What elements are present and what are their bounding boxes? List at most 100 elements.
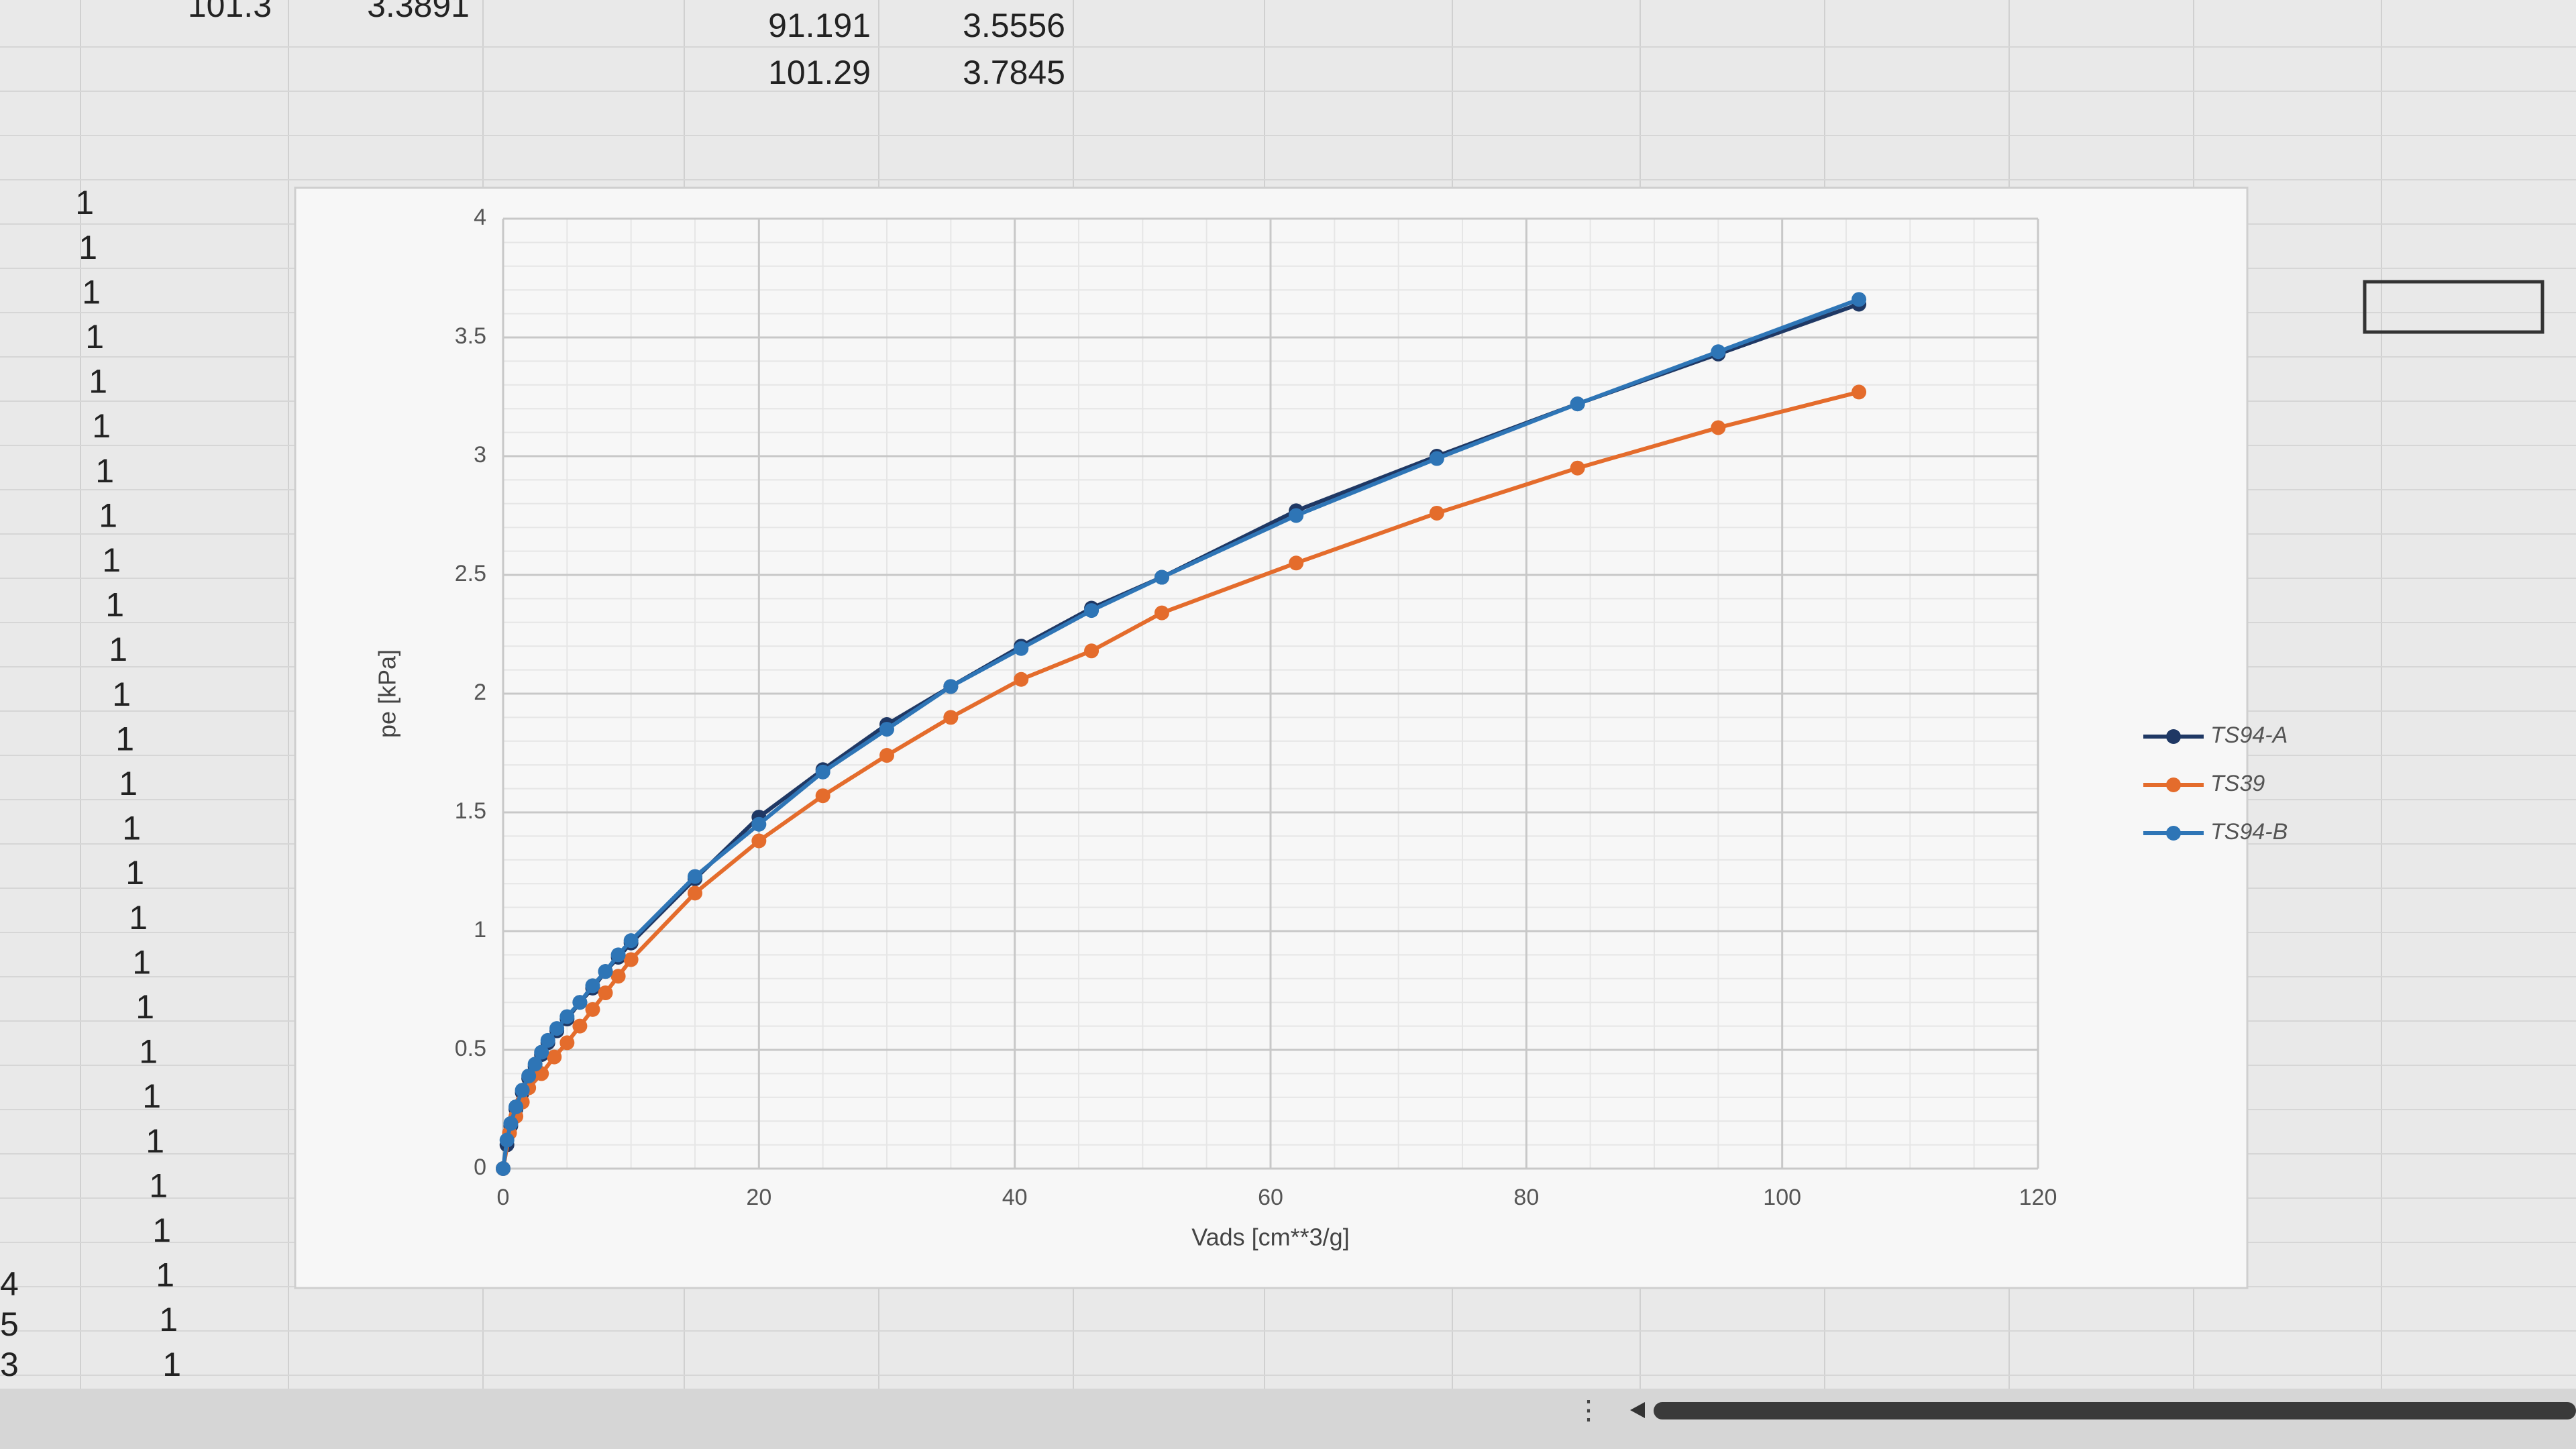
y-tick-label: 3 xyxy=(474,442,486,468)
cell-value: 1 xyxy=(152,1212,171,1249)
cell-value: 5 xyxy=(0,1305,19,1343)
legend-marker xyxy=(2166,777,2181,792)
data-point xyxy=(1851,384,1867,400)
data-point xyxy=(688,885,702,901)
data-point xyxy=(508,1099,524,1114)
chart: 0 20 40 60 80 100 120 0 0.5 1 1.5 2 2.5 3 3.5 4 Vads [cm… xyxy=(374,205,2288,1251)
data-point xyxy=(598,985,613,1001)
cell-value: 1 xyxy=(119,765,138,802)
data-point xyxy=(1429,505,1444,521)
cell-value: 1 xyxy=(105,586,124,624)
data-point xyxy=(943,679,959,694)
cell-value: 3.5556 xyxy=(963,7,1065,44)
cell-value: 4 xyxy=(0,1265,19,1303)
cell-value: 1 xyxy=(125,854,144,892)
data-point xyxy=(1570,460,1585,476)
legend-label: TS39 xyxy=(2210,771,2265,796)
data-point xyxy=(515,1083,530,1098)
data-point xyxy=(496,1161,511,1176)
data-point xyxy=(815,764,830,780)
scrollbar-thumb[interactable] xyxy=(1654,1402,2576,1419)
data-point xyxy=(549,1021,565,1036)
data-point xyxy=(610,969,626,984)
data-point xyxy=(879,722,894,737)
data-point xyxy=(1711,420,1726,435)
x-tick-label: 40 xyxy=(1002,1185,1028,1210)
data-point xyxy=(540,1032,555,1048)
cell-value: 1 xyxy=(102,541,121,579)
cell-value: 1 xyxy=(139,1033,158,1071)
data-point xyxy=(559,1035,575,1051)
data-point xyxy=(623,933,639,949)
cell-value: 1 xyxy=(162,1346,181,1383)
y-tick-label: 3.5 xyxy=(455,323,486,349)
legend-label: TS94-B xyxy=(2210,819,2288,845)
data-point xyxy=(559,1009,575,1024)
cell-value: 3.3891 xyxy=(367,0,470,24)
y-tick-label: 4 xyxy=(474,205,486,230)
menu-dots[interactable]: ⋮ xyxy=(1575,1396,1602,1426)
scroll-left[interactable] xyxy=(1630,1402,1645,1418)
y-tick-label: 2.5 xyxy=(455,561,486,586)
cell-value: 1 xyxy=(75,184,94,221)
x-tick-label: 80 xyxy=(1513,1185,1539,1210)
cell-value: 1 xyxy=(146,1122,164,1160)
data-point xyxy=(527,1057,543,1072)
cell-value: 1 xyxy=(132,943,151,981)
y-tick-label: 1.5 xyxy=(455,798,486,824)
y-tick-label: 0 xyxy=(474,1155,486,1180)
y-tick-label: 0.5 xyxy=(455,1036,486,1061)
cell-value: 1 xyxy=(142,1077,161,1115)
cell-value: 91.191 xyxy=(768,7,871,44)
x-tick-label: 100 xyxy=(1763,1185,1801,1210)
data-point xyxy=(521,1068,537,1083)
cell-value: 1 xyxy=(122,810,141,847)
cell-value: 1 xyxy=(109,631,127,668)
cell-value: 1 xyxy=(99,496,117,534)
cell-value: 1 xyxy=(82,273,101,311)
x-axis-label: Vads [cm**3/g] xyxy=(1191,1224,1349,1251)
x-tick-label: 120 xyxy=(2019,1185,2057,1210)
cell-value: 1 xyxy=(129,899,148,936)
cell-value: 101.3 xyxy=(188,0,272,24)
cell-value: 1 xyxy=(136,988,154,1026)
data-point xyxy=(572,995,588,1010)
data-point xyxy=(1014,641,1029,656)
data-point xyxy=(1014,672,1029,687)
y-tick-label: 2 xyxy=(474,680,486,705)
y-tick-label: 1 xyxy=(474,917,486,943)
data-point xyxy=(547,1049,562,1065)
x-tick-label: 20 xyxy=(746,1185,771,1210)
data-point xyxy=(1570,396,1585,412)
cell-value: 101.29 xyxy=(768,54,871,91)
cell-value: 1 xyxy=(112,676,131,713)
data-point xyxy=(503,1116,519,1131)
data-point xyxy=(1154,570,1169,585)
data-point xyxy=(751,833,767,849)
data-point xyxy=(1289,555,1304,571)
data-point xyxy=(1851,292,1867,307)
data-point xyxy=(585,978,600,994)
data-point xyxy=(751,816,767,832)
data-point xyxy=(623,952,639,967)
data-point xyxy=(1084,643,1099,659)
legend-label: TS94-A xyxy=(2210,722,2288,748)
data-point xyxy=(1154,605,1169,621)
cell-value: 1 xyxy=(85,318,104,356)
data-point xyxy=(688,869,702,884)
cell-value: 1 xyxy=(92,407,111,445)
cell-value: 1 xyxy=(156,1256,174,1294)
cell-value: 1 xyxy=(89,363,107,400)
data-point xyxy=(1289,508,1304,523)
legend-marker xyxy=(2166,729,2181,744)
cell-value: 3 xyxy=(0,1346,19,1383)
selected-cell xyxy=(2363,280,2544,334)
legend-marker xyxy=(2166,826,2181,841)
data-point xyxy=(815,788,830,804)
cell-value: 1 xyxy=(78,229,97,266)
data-point xyxy=(598,964,613,979)
cell-value: 1 xyxy=(159,1301,178,1338)
data-point xyxy=(610,947,626,963)
data-point xyxy=(1711,344,1726,360)
